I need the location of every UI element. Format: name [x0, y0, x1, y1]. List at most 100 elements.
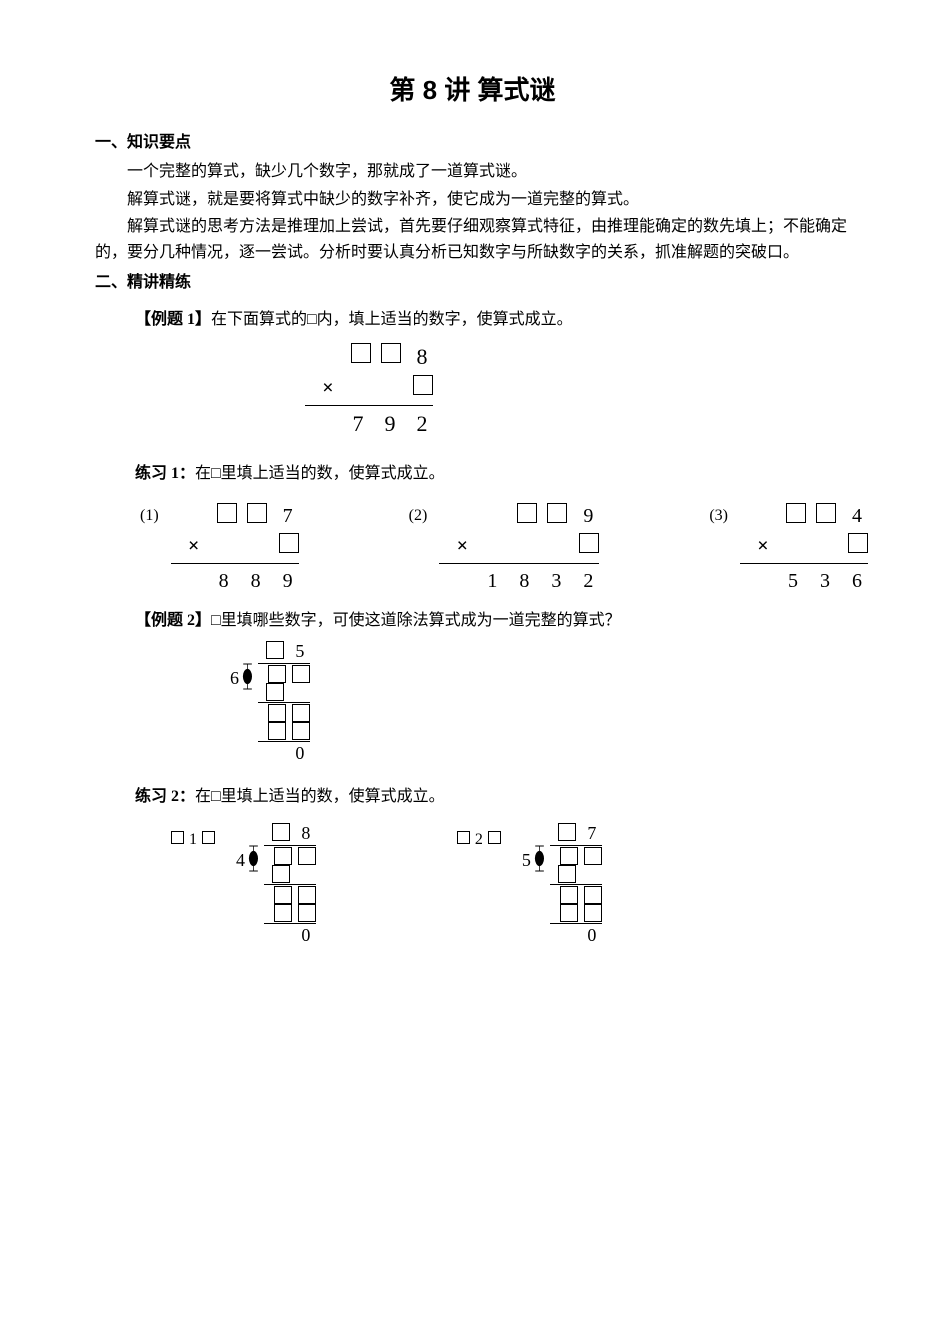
blank-box	[457, 831, 470, 844]
blank-box	[560, 886, 578, 904]
mul-puzzle: 7×889	[171, 501, 299, 596]
div-rule	[264, 884, 316, 885]
div-bracket: ⧳	[242, 665, 252, 686]
div-step	[258, 683, 310, 701]
blank-box	[816, 503, 836, 523]
practice2-label: 练习 2：	[135, 788, 195, 805]
div-vinculum	[550, 845, 602, 846]
blank-box	[298, 904, 316, 922]
blank-box	[292, 722, 310, 740]
digit: 7	[347, 410, 369, 439]
blank-box	[298, 847, 316, 865]
div-puzzle: 6⧳50	[230, 641, 310, 763]
digit: 7	[582, 823, 602, 844]
digit: 9	[577, 503, 599, 529]
example1-puzzle: 8×792	[305, 341, 850, 441]
digit: 1	[481, 568, 503, 594]
practice1-item: (1) 7×889	[140, 501, 299, 596]
div-step: 0	[550, 925, 602, 946]
mul-puzzle: 4 × 536	[740, 501, 868, 596]
blank-box	[517, 503, 537, 523]
times-sign: ×	[451, 533, 473, 559]
blank-box	[268, 704, 286, 722]
div-step	[264, 904, 316, 922]
digit: 2	[577, 568, 599, 594]
blank-box	[274, 886, 292, 904]
digit: 9	[277, 568, 299, 594]
blank-box	[266, 641, 284, 659]
digit: 5	[782, 568, 804, 594]
div-rule	[264, 923, 316, 924]
blank-box	[298, 886, 316, 904]
practice2-row: 1 4⧳80 2 5⧳70	[170, 823, 850, 945]
example2-label: 【例题 2】	[135, 612, 211, 629]
quotient-row: 8	[264, 823, 316, 845]
div-step: 0	[264, 925, 316, 946]
practice2-item: 1 4⧳80	[170, 823, 316, 945]
div-step	[264, 865, 316, 883]
dividend-row	[258, 665, 310, 683]
digit: 5	[290, 641, 310, 662]
div-step	[258, 704, 310, 722]
practice2-item: 2 5⧳ 7 0	[456, 823, 602, 945]
digit: 8	[296, 823, 316, 844]
item-number: (1)	[140, 501, 159, 529]
blank-box	[351, 343, 371, 363]
div-step	[550, 904, 602, 922]
practice1-text: 在□里填上适当的数，使算式成立。	[195, 465, 445, 482]
practice1-item: (2) 9 × 1832	[409, 501, 600, 596]
digit: 8	[245, 568, 267, 594]
example1-label: 【例题 1】	[135, 311, 211, 328]
dividend-row	[550, 847, 602, 865]
blank-box	[171, 831, 184, 844]
mul-puzzle: 8×792	[305, 341, 433, 441]
div-step: 0	[258, 743, 310, 764]
blank-box	[292, 704, 310, 722]
blank-box	[202, 831, 215, 844]
blank-box	[560, 904, 578, 922]
digit: 6	[846, 568, 868, 594]
blank-box	[584, 904, 602, 922]
div-bracket: ⧳	[534, 847, 544, 868]
section1-head: 一、知识要点	[95, 130, 850, 156]
sec1-p3: 解算式谜的思考方法是推理加上尝试，首先要仔细观察算式特征，由推理能确定的数先填上…	[95, 214, 850, 265]
divisor: 5⧳	[522, 823, 550, 871]
practice2-line: 练习 2：在□里填上适当的数，使算式成立。	[95, 784, 850, 810]
div-rule	[550, 884, 602, 885]
div-step	[258, 722, 310, 740]
div-puzzle: 5⧳ 7 0	[522, 823, 602, 945]
blank-box	[272, 823, 290, 841]
blank-box	[579, 533, 599, 553]
item-number: (3)	[709, 501, 728, 529]
blank-box	[413, 375, 433, 395]
quotient-row: 7	[550, 823, 602, 845]
item-tag: 2	[456, 823, 502, 853]
example1-line: 【例题 1】在下面算式的□内，填上适当的数字，使算式成立。	[95, 307, 850, 333]
blank-box	[547, 503, 567, 523]
blank-box	[558, 865, 576, 883]
blank-box	[272, 865, 290, 883]
digit: 8	[213, 568, 235, 594]
digit: 3	[814, 568, 836, 594]
times-sign: ×	[752, 533, 774, 559]
section2-head: 二、精讲精练	[95, 270, 850, 296]
item-number: (2)	[409, 501, 428, 529]
quotient-row: 5	[258, 641, 310, 663]
digit: 4	[846, 503, 868, 529]
blank-box	[274, 847, 292, 865]
blank-box	[584, 847, 602, 865]
digit: 3	[545, 568, 567, 594]
digit: 2	[411, 410, 433, 439]
blank-box	[786, 503, 806, 523]
digit: 0	[296, 925, 316, 946]
div-step	[550, 865, 602, 883]
digit: 7	[277, 503, 299, 529]
blank-box	[848, 533, 868, 553]
div-rule	[258, 741, 310, 742]
div-step	[550, 886, 602, 904]
digit: 0	[582, 925, 602, 946]
blank-box	[584, 886, 602, 904]
blank-box	[268, 665, 286, 683]
div-puzzle: 4⧳80	[236, 823, 316, 945]
digit: 8	[513, 568, 535, 594]
